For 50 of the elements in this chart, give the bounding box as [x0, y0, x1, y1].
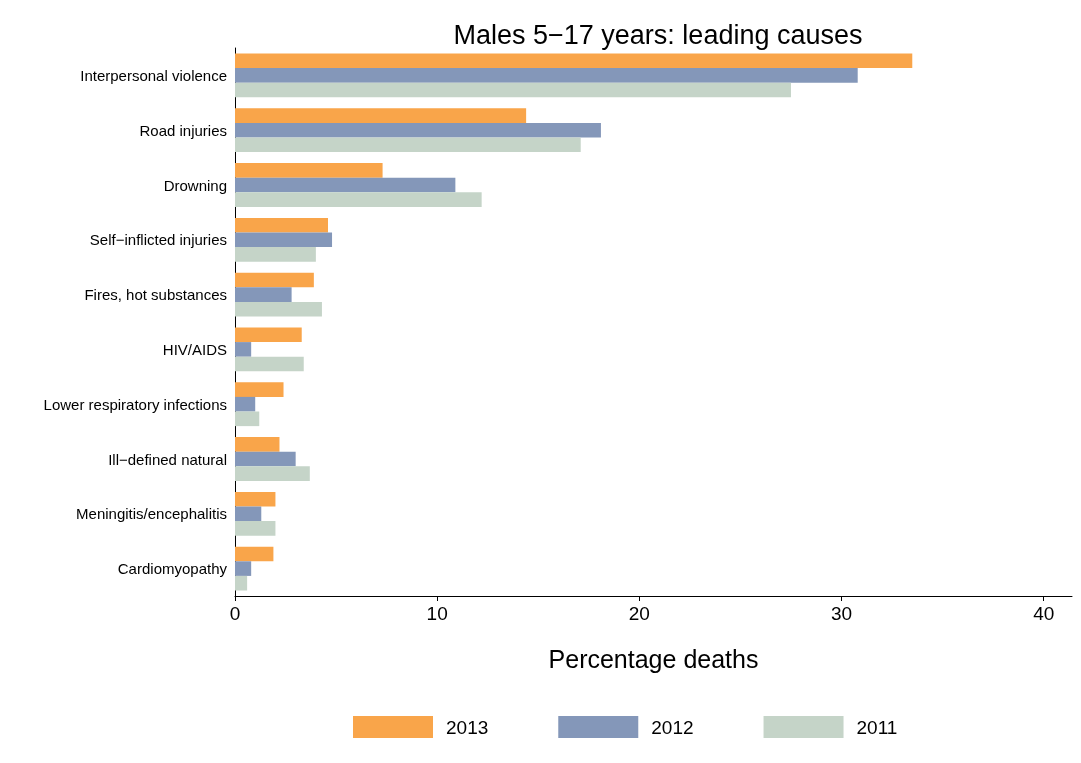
legend-label: 2011 — [856, 716, 898, 738]
bar — [235, 53, 913, 69]
x-tick-label: 20 — [628, 603, 650, 624]
bar — [235, 272, 314, 288]
legend-label: 2013 — [446, 716, 489, 738]
bar — [235, 382, 284, 397]
bar — [235, 575, 248, 591]
bar — [235, 546, 274, 562]
bar — [235, 192, 482, 207]
bar — [235, 411, 260, 427]
y-tick-label: Road injuries — [139, 121, 227, 139]
x-tick-label: 30 — [830, 603, 853, 624]
x-axis-title: Percentage deaths — [548, 644, 759, 673]
bar — [235, 356, 304, 372]
bar — [235, 451, 296, 467]
y-tick-label: Interpersonal violence — [80, 66, 227, 84]
bar — [235, 247, 316, 262]
y-tick-label: Ill−defined natural — [108, 450, 227, 468]
bar — [235, 301, 322, 317]
x-tick-label: 40 — [1033, 603, 1055, 624]
bar — [235, 217, 328, 233]
legend-label: 2012 — [651, 716, 694, 738]
chart-title: Males 5−17 years: leading causes — [453, 19, 863, 50]
bar — [235, 82, 791, 98]
x-tick-label: 0 — [229, 603, 241, 624]
bar — [235, 437, 280, 452]
y-tick-label: Drowning — [163, 176, 227, 194]
bar — [235, 521, 276, 536]
bar — [235, 163, 383, 178]
bar — [235, 122, 601, 138]
y-tick-label: Cardiomyopathy — [117, 560, 228, 578]
bar — [235, 491, 276, 507]
bar — [235, 396, 256, 412]
x-tick-label: 10 — [426, 603, 448, 624]
bar — [235, 137, 581, 153]
y-tick-label: Self−inflicted injuries — [89, 231, 227, 249]
bar — [235, 327, 302, 343]
bar — [235, 506, 262, 522]
bar — [235, 466, 310, 481]
y-tick-label: HIV/AIDS — [162, 340, 227, 358]
bar — [235, 342, 252, 357]
y-tick-label: Meningitis/encephalitis — [76, 505, 227, 523]
bar — [235, 561, 252, 576]
bar — [235, 68, 858, 83]
bar — [235, 287, 292, 302]
bar — [235, 177, 456, 193]
y-tick-label: Lower respiratory infections — [43, 395, 227, 413]
bar — [235, 232, 333, 248]
y-tick-label: Fires, hot substances — [84, 286, 227, 304]
bar — [235, 108, 527, 123]
